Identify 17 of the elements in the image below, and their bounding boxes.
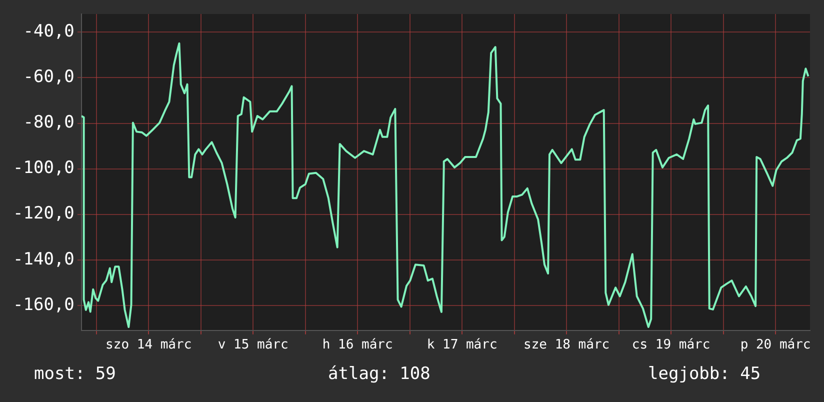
x-tick-label: p 20 márc — [740, 338, 811, 353]
y-tick-label: -160,0 — [12, 294, 74, 315]
y-tick-label: -80,0 — [23, 112, 74, 133]
y-tick-label: -140,0 — [12, 249, 74, 270]
text: átlag: 108 — [328, 364, 430, 384]
y-tick-label: -100,0 — [12, 158, 74, 178]
x-tick-label: cs 19 márc — [632, 338, 710, 353]
text: legjobb: 45 — [648, 364, 761, 384]
y-tick-label: -60,0 — [23, 67, 74, 88]
x-tick-label: k 17 márc — [426, 338, 498, 353]
text: most: 59 — [34, 364, 116, 384]
y-tick-label: -120,0 — [12, 204, 74, 224]
x-tick-label: v 15 márc — [218, 338, 288, 353]
x-tick-label: szo 14 márc — [106, 338, 192, 353]
x-tick-label: h 16 márc — [322, 338, 393, 353]
x-tick-label: sze 18 márc — [524, 338, 610, 353]
y-tick-label: -40,0 — [23, 22, 74, 42]
